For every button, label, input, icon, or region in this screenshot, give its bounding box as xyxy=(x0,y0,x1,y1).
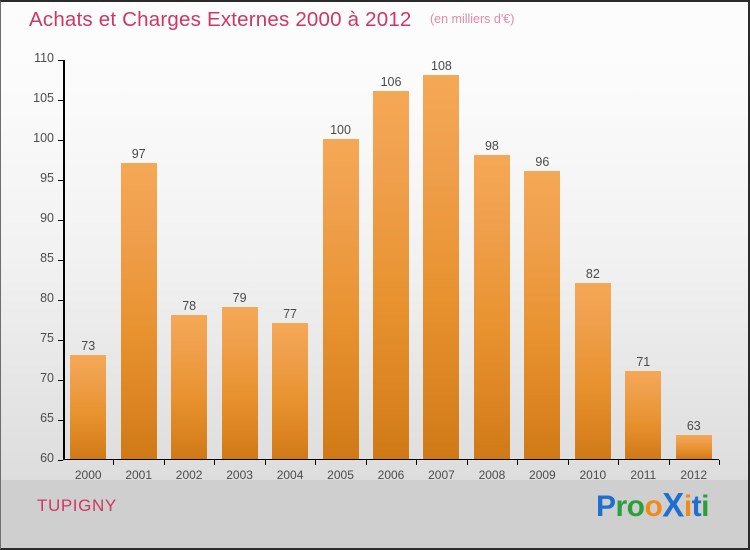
y-tick-mark xyxy=(58,420,63,421)
x-tick-mark xyxy=(163,460,165,465)
x-tick-mark xyxy=(719,460,720,465)
chart-header: Achats et Charges Externes 2000 à 2012 (… xyxy=(29,8,514,32)
bar-value-label: 63 xyxy=(686,419,701,433)
bar-2006[interactable] xyxy=(373,91,409,459)
bar-2009[interactable] xyxy=(524,171,561,459)
x-tick-label: 2007 xyxy=(428,468,455,482)
chart-panel: Achats et Charges Externes 2000 à 2012 (… xyxy=(1,2,748,482)
x-tick-label: 2000 xyxy=(74,468,102,482)
bar-2011[interactable] xyxy=(625,371,662,459)
y-tick-mark xyxy=(58,260,63,261)
bar-2001[interactable] xyxy=(120,163,157,459)
y-tick-label: 70 xyxy=(40,371,54,385)
bar-value-label: 108 xyxy=(431,59,452,73)
chart-subtitle: (en milliers d'€) xyxy=(430,12,515,26)
y-tick-label: 75 xyxy=(40,331,54,345)
y-tick-label: 65 xyxy=(40,411,54,425)
footer: TUPIGNY ProoXiti xyxy=(1,480,748,548)
bar-value-label: 100 xyxy=(330,123,351,137)
x-tick-mark xyxy=(214,460,216,465)
x-tick-mark xyxy=(315,460,317,465)
bar-value-label: 79 xyxy=(232,291,247,305)
x-tick-mark xyxy=(466,460,468,465)
y-tick-mark xyxy=(58,60,63,61)
logo-letter-i2: i xyxy=(701,490,709,523)
x-tick-label: 2008 xyxy=(478,468,506,482)
bar-2003[interactable] xyxy=(221,307,258,459)
logo-letter-ro: ro xyxy=(615,490,645,523)
bar-value-label: 78 xyxy=(182,299,197,313)
x-tick-mark xyxy=(517,460,519,465)
page-title: Achats et Charges Externes 2000 à 2012 xyxy=(29,8,412,31)
y-tick-mark xyxy=(58,340,63,341)
bar-value-label: 73 xyxy=(81,339,96,353)
bar-2008[interactable] xyxy=(473,155,510,459)
logo-letter-i1: i xyxy=(683,490,692,523)
y-tick-label: 105 xyxy=(33,91,54,105)
x-tick-mark xyxy=(365,460,367,465)
bar-value-label: 77 xyxy=(283,307,298,321)
y-tick-label: 110 xyxy=(34,51,54,65)
y-tick-mark xyxy=(58,300,63,301)
logo-letter-t: t xyxy=(691,490,702,523)
x-tick-mark xyxy=(264,460,266,465)
x-tick-label: 2005 xyxy=(327,468,354,482)
y-tick-label: 85 xyxy=(40,251,54,265)
x-tick-label: 2011 xyxy=(630,468,657,482)
y-tick-mark xyxy=(58,460,63,461)
x-tick-mark xyxy=(416,460,418,465)
bar-value-label: 96 xyxy=(535,155,550,169)
y-tick-label: 60 xyxy=(40,451,54,465)
bar-2005[interactable] xyxy=(322,139,359,459)
x-tick-label: 2003 xyxy=(226,468,253,482)
bar-value-label: 82 xyxy=(585,267,600,281)
bar-2004[interactable] xyxy=(272,323,309,459)
x-tick-label: 2004 xyxy=(276,468,304,482)
y-tick-mark xyxy=(58,100,63,101)
bar-2010[interactable] xyxy=(574,283,611,459)
bar-2012[interactable] xyxy=(675,435,712,459)
bar-value-label: 71 xyxy=(636,355,651,369)
x-tick-label: 2012 xyxy=(680,468,708,482)
proxiti-logo[interactable]: ProoXiti xyxy=(595,485,710,524)
town-name: TUPIGNY xyxy=(37,496,117,515)
x-tick-label: 2010 xyxy=(579,468,607,482)
y-tick-label: 95 xyxy=(40,171,54,185)
bar-value-label: 98 xyxy=(484,139,499,153)
logo-letter-x: X xyxy=(662,485,684,524)
bar-2007[interactable] xyxy=(423,75,460,459)
logo-letter-p: P xyxy=(595,490,616,523)
bar-value-label: 97 xyxy=(131,147,146,161)
bar-2000[interactable] xyxy=(70,355,107,459)
y-tick-mark xyxy=(58,140,63,141)
y-tick-label: 100 xyxy=(33,131,54,145)
plot-area: 60 65 70 75 80 85 90 95 100 105 110 73 97 78 79 77 100 1… xyxy=(33,51,720,482)
y-tick-mark xyxy=(58,220,63,221)
bar-value-label: 106 xyxy=(380,75,402,89)
x-tick-label: 2009 xyxy=(529,468,556,482)
x-tick-label: 2001 xyxy=(125,468,153,482)
logo-letter-o: o xyxy=(644,490,663,523)
x-tick-label: 2006 xyxy=(377,468,405,482)
y-axis-line xyxy=(63,60,65,460)
x-tick-mark xyxy=(113,460,115,465)
y-tick-label: 90 xyxy=(40,211,54,225)
x-tick-mark xyxy=(668,460,670,465)
x-tick-mark xyxy=(618,460,620,465)
y-tick-mark xyxy=(58,380,63,381)
y-tick-mark xyxy=(58,180,63,181)
bar-2002[interactable] xyxy=(171,315,208,459)
x-axis-line xyxy=(63,458,719,460)
y-tick-label: 80 xyxy=(40,291,54,305)
x-tick-label: 2002 xyxy=(175,468,203,482)
x-tick-mark xyxy=(567,460,569,465)
